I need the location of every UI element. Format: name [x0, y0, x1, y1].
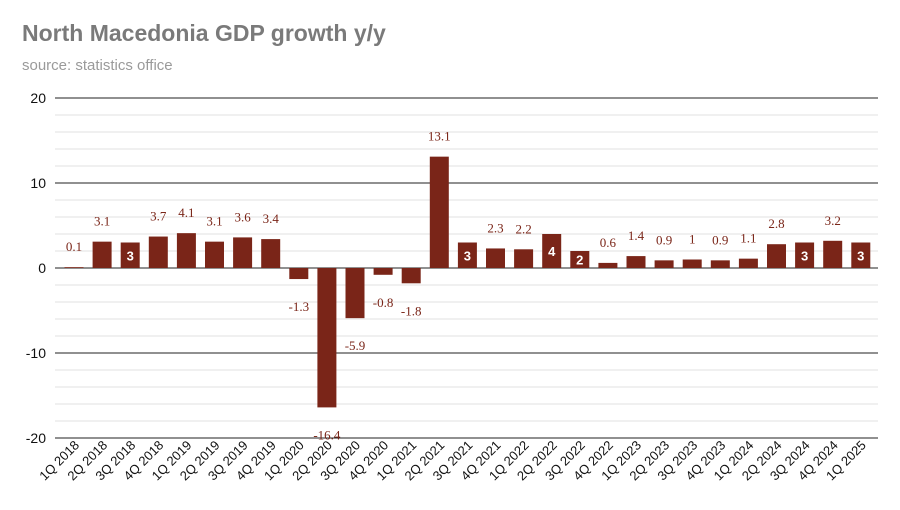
data-label: -1.3 — [289, 299, 310, 314]
data-label: 3 — [127, 248, 134, 263]
bar — [176, 233, 196, 268]
data-label: 0.9 — [656, 232, 672, 247]
bar — [851, 242, 871, 268]
bar — [64, 267, 84, 268]
bar — [92, 241, 112, 268]
data-label: 3.1 — [94, 214, 110, 229]
data-label: 2.2 — [515, 221, 531, 236]
bar — [429, 156, 449, 268]
bar — [767, 244, 786, 268]
y-tick-label: 20 — [30, 90, 46, 106]
grid-lines — [55, 97, 878, 439]
data-label: 2 — [576, 253, 583, 268]
y-axis: 20 10 0 -10 -20 — [26, 90, 46, 446]
data-label: -1.8 — [401, 303, 422, 318]
data-label: 0.9 — [712, 232, 728, 247]
bar — [710, 260, 730, 268]
bar — [233, 237, 253, 268]
data-label: 0.6 — [600, 235, 617, 250]
data-label: -0.8 — [373, 295, 394, 310]
data-label: 3.7 — [150, 209, 167, 224]
data-label: 3 — [464, 248, 471, 263]
bar — [795, 242, 815, 268]
bar — [373, 268, 393, 275]
data-labels: 0.1 3.1 3 3.7 4.1 3.1 3.6 3.4 -1.3 -16.4 -5.9 -0.8-… — [66, 129, 865, 443]
data-label: 3 — [857, 248, 864, 263]
y-tick-label: 10 — [30, 175, 46, 191]
data-label: 2.3 — [487, 220, 503, 235]
bar — [120, 242, 140, 268]
bar — [457, 242, 477, 268]
data-label: 2.8 — [768, 216, 784, 231]
bar — [289, 268, 309, 280]
data-label: 1 — [689, 232, 696, 247]
bar — [738, 258, 758, 268]
bars — [64, 156, 871, 408]
bar — [148, 236, 168, 268]
data-label: 3 — [801, 248, 808, 263]
data-label: -16.4 — [313, 427, 341, 442]
bar — [345, 268, 365, 319]
bar — [823, 240, 843, 268]
data-label: 1.1 — [740, 231, 756, 246]
bar — [682, 259, 702, 268]
chart-title: North Macedonia GDP growth y/y — [22, 20, 386, 46]
bar — [486, 248, 505, 268]
chart-subtitle: source: statistics office — [22, 57, 173, 74]
y-tick-label: -10 — [26, 345, 46, 361]
bar — [542, 234, 562, 268]
data-label: 3.4 — [263, 211, 280, 226]
data-label: 3.1 — [206, 214, 222, 229]
bar — [317, 268, 337, 408]
y-tick-label: -20 — [26, 430, 46, 446]
data-label: 1.4 — [628, 228, 645, 243]
bar — [654, 260, 674, 268]
bar — [401, 268, 421, 284]
data-label: 4.1 — [178, 205, 194, 220]
bar — [205, 241, 224, 268]
data-label: 3.6 — [234, 209, 251, 224]
bar — [598, 262, 618, 268]
data-label: -5.9 — [345, 338, 366, 353]
data-label: 4 — [548, 244, 556, 259]
data-label: 13.1 — [428, 129, 451, 144]
bar — [570, 251, 590, 268]
data-label: 3.2 — [825, 213, 841, 228]
bar — [261, 239, 281, 268]
y-tick-label: 0 — [38, 260, 46, 276]
data-label: 0.1 — [66, 239, 82, 254]
bar — [514, 249, 534, 268]
bar — [626, 256, 646, 268]
